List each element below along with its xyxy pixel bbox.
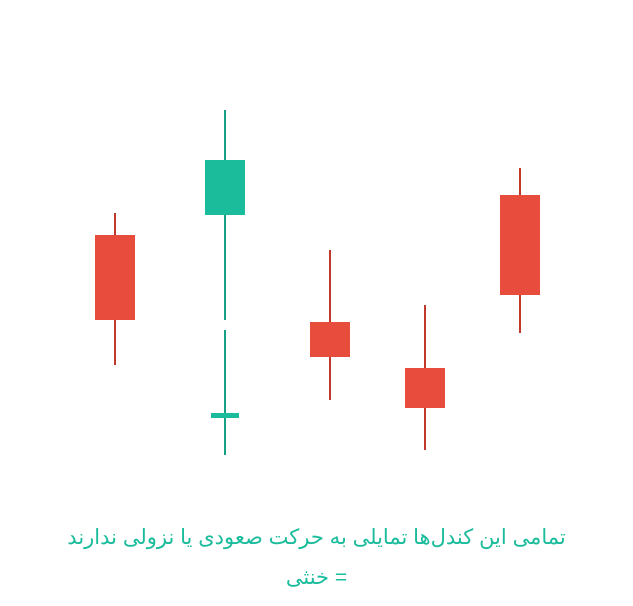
candle-2 xyxy=(205,0,245,500)
chart-area xyxy=(0,0,633,500)
caption-line-2: = خنثی xyxy=(0,565,633,590)
candle-4 xyxy=(405,0,445,500)
candle-2-body xyxy=(211,413,239,418)
candle-4-body xyxy=(405,368,445,408)
candle-0-body xyxy=(95,235,135,320)
candlestick-infographic: تمامی این کندل‌ها تمایلی به حرکت صعودی ی… xyxy=(0,0,633,606)
caption-line-1: تمامی این کندل‌ها تمایلی به حرکت صعودی ی… xyxy=(0,525,633,550)
candle-0 xyxy=(95,0,135,500)
candle-2-wick xyxy=(224,330,226,455)
candle-3 xyxy=(310,0,350,500)
candle-5 xyxy=(500,0,540,500)
candle-5-body xyxy=(500,195,540,295)
candle-3-body xyxy=(310,322,350,357)
